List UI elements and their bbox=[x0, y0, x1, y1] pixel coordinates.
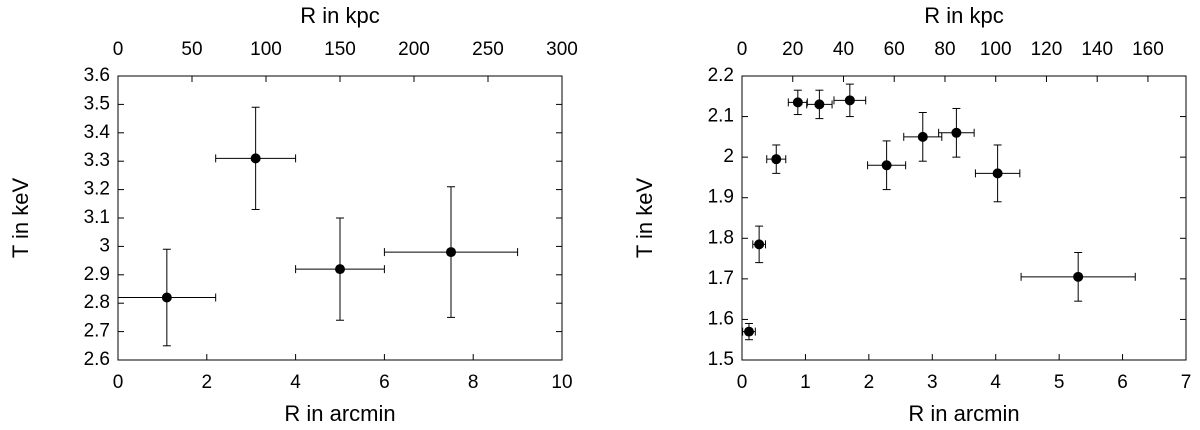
data-point bbox=[992, 168, 1003, 179]
x2-tick-label: 0 bbox=[737, 39, 748, 60]
y-tick-label: 2.2 bbox=[708, 65, 734, 86]
y-tick-label: 2.9 bbox=[84, 264, 110, 285]
x2-tick-label: 50 bbox=[181, 39, 202, 60]
data-point bbox=[917, 131, 928, 142]
y-tick-label: 1.8 bbox=[708, 227, 734, 248]
x2-tick-label: 40 bbox=[833, 39, 854, 60]
x-tick-label: 0 bbox=[737, 372, 748, 393]
plot-frame bbox=[741, 75, 1187, 361]
data-point bbox=[743, 326, 754, 337]
data-point bbox=[844, 95, 855, 106]
x-axis-label: R in arcmin bbox=[908, 401, 1019, 426]
x-tick-label: 10 bbox=[551, 372, 572, 393]
x-tick-label: 1 bbox=[800, 372, 811, 393]
y-tick-label: 3.4 bbox=[84, 122, 111, 143]
y-tick-label: 3.3 bbox=[84, 150, 110, 171]
data-point bbox=[754, 239, 765, 250]
data-point bbox=[881, 160, 892, 171]
x-tick-label: 2 bbox=[864, 372, 875, 393]
x2-axis-label: R in kpc bbox=[924, 3, 1003, 28]
x-axis-label: R in arcmin bbox=[284, 401, 395, 426]
x2-tick-label: 250 bbox=[472, 39, 504, 60]
data-point bbox=[446, 247, 456, 258]
data-point bbox=[335, 264, 345, 275]
y-tick-label: 1.9 bbox=[708, 187, 734, 208]
x2-tick-label: 60 bbox=[884, 39, 905, 60]
x-tick-label: 4 bbox=[290, 372, 301, 393]
x-tick-label: 8 bbox=[468, 372, 479, 393]
x-tick-label: 5 bbox=[1054, 372, 1065, 393]
error-bars bbox=[806, 89, 833, 120]
y-axis-label: T in keV bbox=[632, 178, 657, 259]
y-tick-label: 1.6 bbox=[708, 308, 734, 329]
x2-tick-label: 150 bbox=[324, 39, 356, 60]
data-point bbox=[250, 153, 261, 164]
x-tick-label: 6 bbox=[1117, 372, 1128, 393]
y-tick-label: 2.8 bbox=[84, 292, 110, 313]
y-tick-label: 1.5 bbox=[708, 349, 734, 370]
x-tick-label: 7 bbox=[1181, 372, 1192, 393]
y-tick-label: 3.5 bbox=[84, 93, 110, 114]
x-tick-label: 2 bbox=[202, 372, 213, 393]
y-tick-label: 2.1 bbox=[708, 106, 734, 127]
x2-tick-label: 300 bbox=[546, 39, 578, 60]
x2-tick-label: 0 bbox=[113, 39, 124, 60]
x-tick-label: 3 bbox=[927, 372, 938, 393]
x-tick-label: 6 bbox=[379, 372, 390, 393]
x2-tick-label: 160 bbox=[1132, 39, 1164, 60]
x2-tick-label: 100 bbox=[250, 39, 282, 60]
data-point bbox=[161, 292, 172, 303]
y-axis-label: T in keV bbox=[8, 178, 33, 259]
y-tick-label: 3.6 bbox=[84, 65, 110, 86]
y-tick-label: 2.7 bbox=[84, 321, 110, 342]
y-tick-label: 1.7 bbox=[708, 268, 734, 289]
y-tick-label: 2.6 bbox=[84, 349, 110, 370]
data-point bbox=[951, 127, 962, 138]
x2-tick-label: 20 bbox=[782, 39, 803, 60]
y-tick-label: 3.2 bbox=[84, 179, 110, 200]
data-point bbox=[771, 154, 782, 165]
x2-tick-label: 80 bbox=[934, 39, 955, 60]
data-point bbox=[814, 99, 825, 110]
x2-tick-label: 100 bbox=[980, 39, 1012, 60]
x2-tick-label: 140 bbox=[1081, 39, 1113, 60]
y-tick-label: 3 bbox=[99, 235, 110, 256]
x-tick-label: 4 bbox=[990, 372, 1001, 393]
data-point bbox=[792, 97, 803, 108]
x-tick-label: 0 bbox=[113, 372, 124, 393]
x2-tick-label: 120 bbox=[1031, 39, 1063, 60]
y-tick-label: 3.1 bbox=[84, 207, 110, 228]
x2-tick-label: 200 bbox=[398, 39, 430, 60]
data-point bbox=[1073, 271, 1084, 282]
x2-axis-label: R in kpc bbox=[300, 3, 379, 28]
y-tick-label: 2 bbox=[723, 146, 734, 167]
